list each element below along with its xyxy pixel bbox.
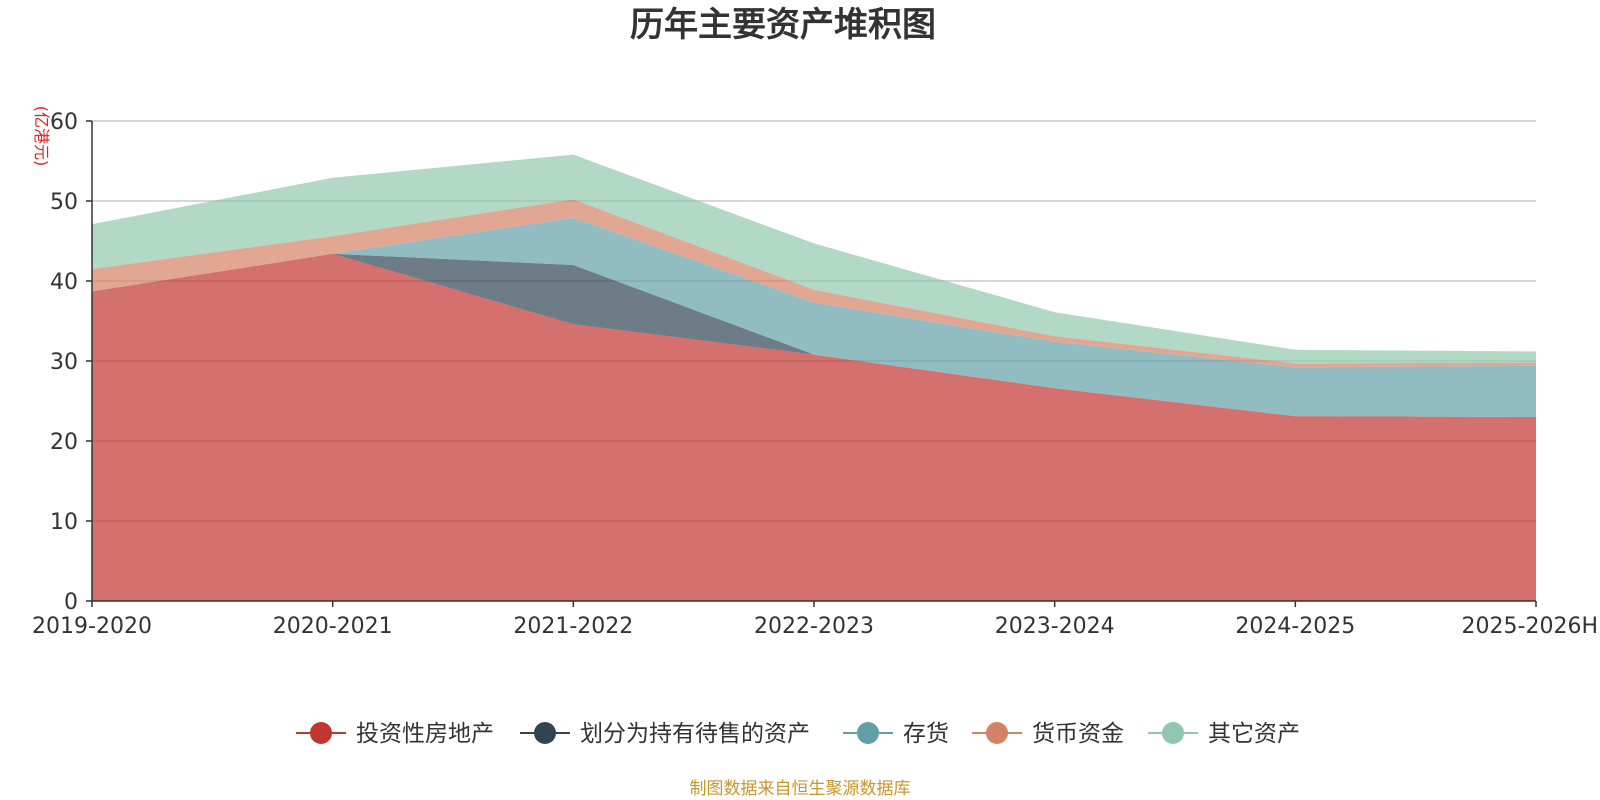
y-tick-label-10: 10: [50, 510, 78, 535]
legend-label-5: 其它资产: [1208, 721, 1300, 747]
y-tick-label-0: 0: [64, 590, 78, 615]
y-tick-label-50: 50: [50, 190, 78, 215]
legend[interactable]: 投资性房地产 划分为持有待售的资产 存货 货币资金 其它资产: [296, 721, 1300, 747]
legend-marker-4: [986, 722, 1008, 744]
legend-item-4[interactable]: 货币资金: [972, 721, 1124, 747]
area-series-3: [92, 217, 1536, 417]
x-tick-label-3: 2021-2022: [513, 614, 633, 639]
x-tick-label-7: 2025-2026H: [1462, 614, 1598, 639]
area-series: [92, 154, 1536, 602]
x-tick-label-4: 2022-2023: [754, 614, 874, 639]
y-axis-unit-label: (亿港元): [32, 106, 51, 167]
x-tick-label-1: 2019-2020: [32, 614, 152, 639]
legend-label-4: 货币资金: [1032, 721, 1124, 747]
legend-marker-5: [1162, 722, 1184, 744]
area-series-1: [92, 253, 1536, 602]
y-tick-label-20: 20: [50, 430, 78, 455]
area-series-5: [92, 154, 1536, 364]
legend-item-2[interactable]: 划分为持有待售的资产: [520, 721, 810, 747]
x-tick-label-6: 2024-2025: [1235, 614, 1355, 639]
legend-label-3: 存货: [903, 721, 949, 747]
y-tick-label-60: 60: [50, 110, 78, 135]
legend-marker-2: [534, 722, 556, 744]
chart-title: 历年主要资产堆积图: [630, 5, 936, 45]
x-tick-label-2: 2020-2021: [273, 614, 393, 639]
legend-item-1[interactable]: 投资性房地产: [296, 721, 494, 747]
legend-item-3[interactable]: 存货: [843, 721, 949, 747]
legend-label-1: 投资性房地产: [356, 721, 494, 747]
y-tick-label-30: 30: [50, 350, 78, 375]
axes: 0 10 20 30 40 50 60 2019-2020 2020-2021 2021-2022…: [32, 110, 1598, 639]
legend-label-2: 划分为持有待售的资产: [580, 721, 810, 747]
x-tick-label-5: 2023-2024: [995, 614, 1115, 639]
legend-marker-3: [857, 722, 879, 744]
legend-item-5[interactable]: 其它资产: [1148, 721, 1300, 747]
legend-marker-1: [310, 722, 332, 744]
data-source-note: 制图数据来自恒生聚源数据库: [690, 779, 911, 799]
y-tick-label-40: 40: [50, 270, 78, 295]
